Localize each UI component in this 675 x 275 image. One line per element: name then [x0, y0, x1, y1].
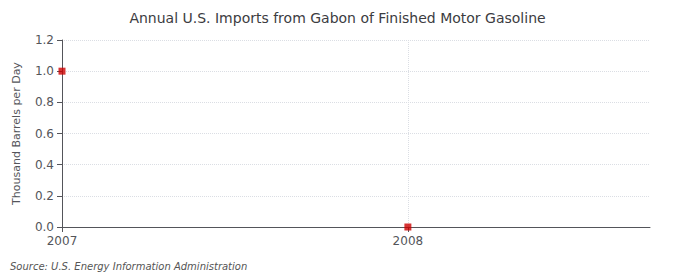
svg-text:0.0: 0.0 [35, 220, 54, 234]
svg-text:Source: U.S. Energy Informatio: Source: U.S. Energy Information Administ… [10, 261, 247, 272]
svg-text:1.0: 1.0 [35, 64, 54, 78]
svg-text:2007: 2007 [47, 234, 78, 248]
svg-text:2008: 2008 [393, 234, 424, 248]
svg-text:0.4: 0.4 [35, 158, 54, 172]
svg-text:1.2: 1.2 [35, 33, 54, 47]
svg-text:0.8: 0.8 [35, 95, 54, 109]
svg-text:0.2: 0.2 [35, 189, 54, 203]
svg-text:Thousand Barrels per Day: Thousand Barrels per Day [10, 62, 23, 206]
svg-text:Annual U.S. Imports from Gabon: Annual U.S. Imports from Gabon of Finish… [129, 10, 545, 26]
svg-text:0.6: 0.6 [35, 127, 54, 141]
